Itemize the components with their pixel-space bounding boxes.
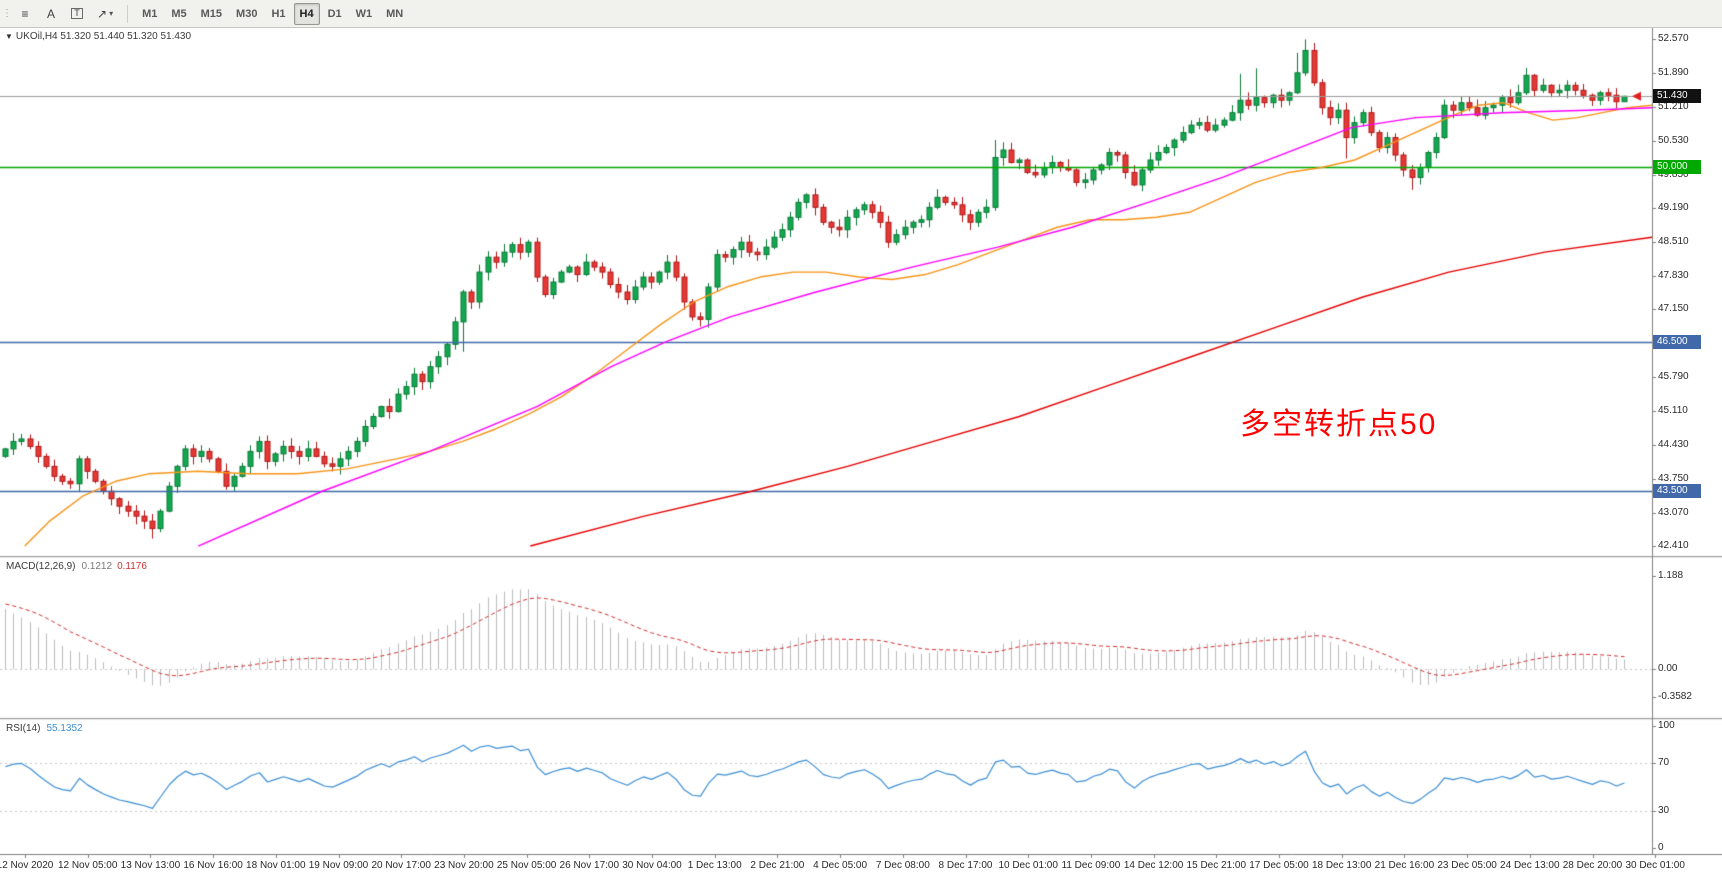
price-axis-label: 45.110	[1658, 405, 1688, 417]
time-axis-label: 23 Nov 20:00	[434, 860, 494, 871]
text-label-button[interactable]: A	[39, 3, 63, 25]
time-axis-label: 26 Nov 17:00	[559, 860, 620, 871]
chart-area: ▼ UKOil,H4 51.320 51.440 51.320 51.430 MA…	[0, 28, 1722, 892]
rsi-value: 55.1352	[46, 723, 83, 734]
time-axis-label: 19 Nov 09:00	[308, 860, 369, 871]
timeframe-d1-button[interactable]: D1	[322, 3, 348, 25]
timeframe-h4-button[interactable]: H4	[293, 2, 320, 25]
price-axis-label: 49.190	[1658, 201, 1689, 213]
time-axis-label: 18 Dec 13:00	[1311, 860, 1372, 871]
price-axis-tag: 51.430	[1653, 89, 1701, 104]
macd-name: MACD(12,26,9)	[6, 561, 76, 572]
symbol-dropdown-icon[interactable]: ▼	[5, 32, 13, 41]
price-axis-label: 50.530	[1658, 135, 1689, 147]
symbol-ohlc-text: UKOil,H4 51.320 51.440 51.320 51.430	[15, 31, 192, 42]
draw-tool-icon: ↗	[97, 6, 108, 21]
timeframe-m1-button[interactable]: M1	[136, 3, 163, 25]
chart-lines-icon: ≡	[21, 6, 29, 21]
time-axis-label: 28 Dec 20:00	[1562, 860, 1623, 871]
chart-text-annotation: 多空转折点50	[1240, 408, 1438, 441]
time-axis-label: 2 Dec 21:00	[750, 860, 805, 871]
rsi-axis-label: 0	[1658, 842, 1664, 853]
rsi-axis-label: 100	[1658, 720, 1675, 731]
time-axis-label: 15 Dec 21:00	[1186, 860, 1247, 871]
price-axis-label: 47.830	[1658, 269, 1689, 281]
time-axis-label: 7 Dec 08:00	[875, 860, 930, 871]
time-axis-label: 4 Dec 05:00	[813, 860, 868, 871]
rsi-name: RSI(14)	[6, 723, 41, 734]
toolbar: ⋮ ≡ A T ↗ ▾ M1 M5 M15 M30 H1 H4 D1 W1 MN	[0, 0, 1722, 28]
price-axis-label: 47.150	[1658, 303, 1689, 315]
timeframe-m15-button[interactable]: M15	[195, 3, 228, 25]
time-axis-label: 17 Dec 05:00	[1249, 860, 1309, 871]
time-axis-label: 13 Nov 13:00	[120, 860, 181, 871]
time-axis-label: 30 Nov 04:00	[622, 860, 682, 871]
time-axis-label: 11 Dec 09:00	[1061, 860, 1121, 871]
timeframe-m5-button[interactable]: M5	[165, 3, 192, 25]
text-box-icon: T	[71, 8, 83, 19]
price-axis-label: 45.790	[1658, 371, 1689, 383]
time-axis-label: 1 Dec 13:00	[687, 860, 742, 871]
time-axis-label: 12 Nov 05:00	[57, 860, 118, 871]
time-axis-label: 16 Nov 16:00	[183, 860, 243, 871]
time-axis-label: 8 Dec 17:00	[938, 860, 993, 871]
time-axis-label: 24 Dec 13:00	[1500, 860, 1560, 871]
time-axis-label: 21 Dec 16:00	[1374, 860, 1435, 871]
time-axis-label: 10 Dec 01:00	[998, 860, 1058, 871]
chevron-down-icon: ▾	[109, 9, 114, 18]
time-axis-label: 14 Dec 12:00	[1123, 860, 1184, 871]
price-axis-label: 43.750	[1658, 472, 1689, 484]
price-axis-label: 52.570	[1658, 33, 1689, 45]
draw-tool-button[interactable]: ↗ ▾	[91, 3, 119, 25]
rsi-indicator-label: RSI(14) 55.1352	[6, 723, 83, 734]
price-axis-label: 48.510	[1658, 235, 1689, 247]
price-axis-label: 43.070	[1658, 506, 1689, 518]
chart-lines-button[interactable]: ≡	[13, 3, 37, 25]
timeframe-w1-button[interactable]: W1	[350, 3, 379, 25]
timeframe-m30-button[interactable]: M30	[230, 3, 263, 25]
rsi-axis-label: 70	[1658, 756, 1670, 768]
time-axis-label: 23 Dec 05:00	[1437, 860, 1497, 871]
price-axis-tag: 50.000	[1653, 160, 1701, 175]
timeframe-h1-button[interactable]: H1	[265, 3, 291, 25]
timeframe-mn-button[interactable]: MN	[380, 3, 409, 25]
toolbar-grip[interactable]: ⋮	[2, 7, 12, 19]
rsi-axis-label: 30	[1658, 805, 1670, 817]
chart-canvas[interactable]	[0, 28, 1722, 892]
time-axis-label: 18 Nov 01:00	[246, 860, 306, 871]
macd-signal-value: 0.1176	[117, 561, 147, 572]
macd-axis-label: 1.188	[1658, 570, 1684, 582]
macd-indicator-label: MACD(12,26,9) 0.1212 0.1176	[6, 561, 147, 572]
time-axis-label: 20 Nov 17:00	[371, 860, 431, 871]
price-axis-label: 51.890	[1658, 67, 1689, 79]
macd-axis-label: -0.3582	[1658, 691, 1692, 703]
macd-main-value: 0.1212	[81, 561, 113, 572]
text-box-button[interactable]: T	[65, 3, 89, 25]
price-axis-tag: 43.500	[1653, 484, 1701, 499]
time-axis-label: 12 Nov 2020	[0, 860, 54, 871]
time-axis-label: 25 Nov 05:00	[496, 860, 557, 871]
toolbar-separator	[127, 4, 129, 23]
price-axis-label: 51.210	[1658, 101, 1689, 113]
chart-title: ▼ UKOil,H4 51.320 51.440 51.320 51.430	[5, 31, 191, 42]
price-axis-label: 44.430	[1658, 438, 1689, 450]
macd-axis-label: 0.00	[1658, 663, 1678, 675]
time-axis-label: 30 Dec 01:00	[1625, 860, 1685, 871]
text-label-icon: A	[46, 6, 55, 21]
price-axis-label: 42.410	[1658, 539, 1689, 551]
price-axis-tag: 46.500	[1653, 334, 1701, 349]
